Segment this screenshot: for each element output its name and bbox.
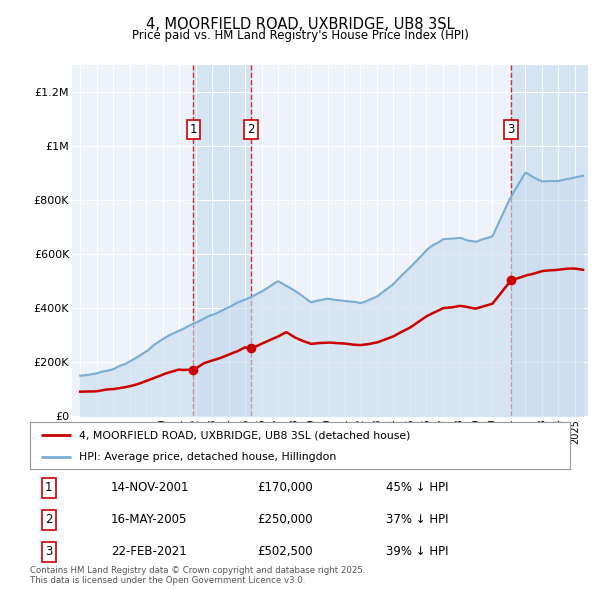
Text: 1: 1 — [45, 481, 53, 494]
Text: 3: 3 — [45, 545, 53, 558]
Text: 3: 3 — [508, 123, 515, 136]
Text: Contains HM Land Registry data © Crown copyright and database right 2025.
This d: Contains HM Land Registry data © Crown c… — [30, 566, 365, 585]
Text: 2: 2 — [247, 123, 255, 136]
Text: 45% ↓ HPI: 45% ↓ HPI — [386, 481, 449, 494]
Text: Price paid vs. HM Land Registry's House Price Index (HPI): Price paid vs. HM Land Registry's House … — [131, 30, 469, 42]
Text: 4, MOORFIELD ROAD, UXBRIDGE, UB8 3SL (detached house): 4, MOORFIELD ROAD, UXBRIDGE, UB8 3SL (de… — [79, 430, 410, 440]
Text: 1: 1 — [190, 123, 197, 136]
Text: 16-MAY-2005: 16-MAY-2005 — [111, 513, 187, 526]
Text: £250,000: £250,000 — [257, 513, 313, 526]
Text: £502,500: £502,500 — [257, 545, 313, 558]
Bar — [193, 65, 251, 416]
Text: HPI: Average price, detached house, Hillingdon: HPI: Average price, detached house, Hill… — [79, 453, 336, 462]
Text: 39% ↓ HPI: 39% ↓ HPI — [386, 545, 449, 558]
Text: 22-FEB-2021: 22-FEB-2021 — [111, 545, 187, 558]
Text: 37% ↓ HPI: 37% ↓ HPI — [386, 513, 449, 526]
Text: 14-NOV-2001: 14-NOV-2001 — [111, 481, 190, 494]
Text: £170,000: £170,000 — [257, 481, 313, 494]
Bar — [511, 65, 588, 416]
Text: 2: 2 — [45, 513, 53, 526]
Text: 4, MOORFIELD ROAD, UXBRIDGE, UB8 3SL: 4, MOORFIELD ROAD, UXBRIDGE, UB8 3SL — [146, 17, 454, 31]
